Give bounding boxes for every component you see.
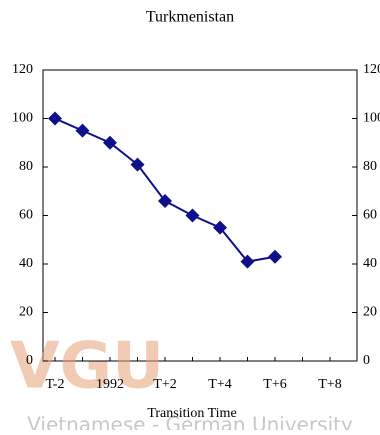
y2-tick-label: 20 — [363, 305, 377, 320]
x-axis-label: Transition Time — [147, 406, 236, 421]
y2-tick-label: 40 — [363, 256, 377, 271]
y2-tick-label: 100 — [363, 111, 380, 126]
y-tick-label: 80 — [19, 159, 33, 174]
chart-title: Turkmenistan — [146, 9, 234, 26]
marker — [103, 135, 117, 150]
marker — [75, 123, 90, 138]
marker — [130, 157, 145, 172]
marker — [185, 208, 200, 223]
marker — [240, 254, 255, 269]
x-tick-label: T-2 — [46, 377, 65, 392]
y-tick-label: 20 — [19, 305, 33, 320]
watermark-logo: VGU — [10, 330, 164, 404]
y2-tick-label: 120 — [363, 62, 380, 77]
y-tick-label: 0 — [26, 353, 33, 368]
y-tick-label: 120 — [12, 62, 33, 77]
x-tick-label: T+2 — [153, 377, 176, 392]
x-tick-label: T+6 — [263, 377, 286, 392]
y2-tick-label: 80 — [363, 159, 377, 174]
y-tick-label: 100 — [12, 111, 33, 126]
marker — [158, 193, 172, 208]
watermark-text: Vietnamese - German University — [27, 413, 353, 431]
y2-tick-label: 0 — [363, 353, 370, 368]
y-tick-label: 40 — [19, 256, 33, 271]
x-tick-label: 1992 — [96, 377, 124, 392]
marker — [48, 111, 62, 126]
x-tick-label: T+4 — [208, 377, 231, 392]
plot-frame — [42, 69, 358, 362]
x-tick-label: T+8 — [318, 377, 341, 392]
y2-tick-label: 60 — [363, 208, 377, 223]
marker — [213, 220, 227, 235]
marker — [268, 249, 282, 264]
line — [54, 117, 276, 263]
y-tick-label: 60 — [19, 208, 33, 223]
